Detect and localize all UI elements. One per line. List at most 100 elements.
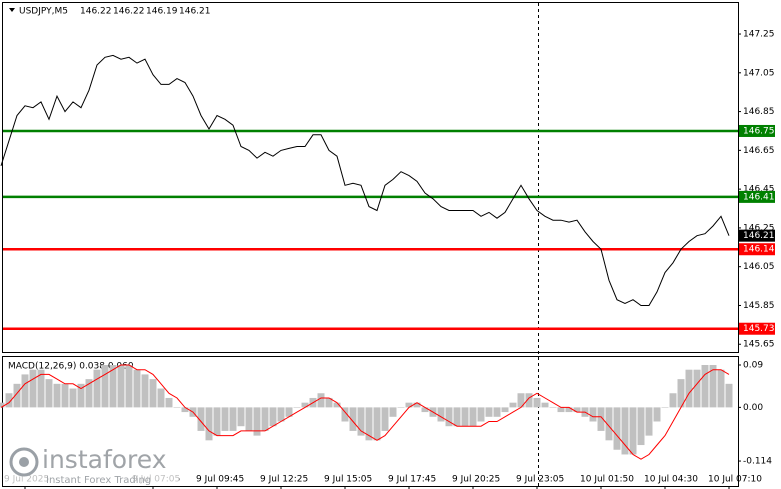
macd-title: MACD(12,26,9) 0.038 0.060: [8, 362, 134, 372]
macd-panel-frame: [2, 356, 739, 487]
level-label-box: [739, 190, 775, 203]
macd-bar: [149, 379, 157, 408]
macd-bar: [397, 407, 405, 408]
macd-bar: [221, 407, 229, 431]
macd-bar: [141, 374, 149, 408]
macd-bar: [325, 397, 333, 408]
macd-bar: [101, 365, 109, 408]
macd-bar: [413, 402, 421, 408]
macd-bar: [629, 407, 637, 455]
macd-bar: [333, 402, 341, 408]
macd-bar: [245, 407, 253, 431]
y-tick-label: 145.65: [743, 340, 775, 350]
x-tick-label: 10 Jul 01:50: [580, 475, 634, 485]
macd-bar: [485, 407, 493, 417]
macd-bar: [445, 407, 453, 427]
macd-bar: [645, 407, 653, 436]
macd-bar: [405, 402, 413, 408]
macd-bar: [477, 407, 485, 422]
macd-bar: [253, 407, 261, 436]
macd-bar: [109, 365, 117, 408]
macd-bar: [261, 407, 269, 431]
macd-bar: [469, 407, 477, 427]
macd-bar: [85, 379, 93, 408]
macd-bar: [165, 397, 173, 408]
macd-bar: [285, 407, 293, 417]
y-tick-label: 147.25: [743, 30, 775, 40]
macd-bar: [37, 369, 45, 408]
current-price-label: 146.21: [743, 231, 775, 241]
watermark-bg: [3, 443, 179, 485]
macd-bar: [557, 407, 565, 413]
macd-bar: [501, 407, 509, 413]
macd-bar: [365, 407, 373, 441]
symbol-arrow: [9, 8, 15, 12]
macd-bar: [381, 407, 389, 431]
macd-bar: [93, 369, 101, 408]
y-tick-label: 147.05: [743, 68, 775, 78]
macd-bar: [357, 407, 365, 436]
ohlc-value: 146.21: [179, 7, 211, 17]
macd-bar: [613, 407, 621, 450]
x-tick-label: 9 Jul 23:05: [516, 475, 564, 485]
macd-bar: [717, 369, 725, 408]
macd-bar: [197, 407, 205, 431]
x-tick-label: 9 Jul 09:45: [196, 475, 244, 485]
macd-bar: [653, 407, 661, 422]
macd-bar: [301, 402, 309, 408]
macd-bar: [341, 407, 349, 422]
level-label-box: [739, 243, 775, 256]
macd-bar: [677, 379, 685, 408]
macd-bar: [453, 407, 461, 427]
macd-bar: [69, 388, 77, 408]
macd-bar: [173, 407, 181, 408]
y-tick-label: -0.114: [743, 457, 772, 467]
y-tick-label: 145.85: [743, 301, 775, 311]
macd-bar: [293, 407, 301, 408]
macd-bar: [565, 407, 573, 413]
macd-bar: [533, 397, 541, 408]
macd-bar: [277, 407, 285, 422]
macd-bar: [693, 369, 701, 408]
level-label: 146.75: [743, 126, 775, 136]
ohlc-value: 146.22: [113, 7, 145, 17]
macd-bar: [181, 407, 189, 413]
macd-bar: [269, 407, 277, 427]
y-tick-label: 146.45: [743, 185, 775, 195]
x-tick-label: 10 Jul 04:30: [644, 475, 698, 485]
macd-bar: [21, 374, 29, 408]
brand: instaforex: [42, 445, 167, 474]
y-tick-label: 146.65: [743, 146, 775, 156]
level-label: 146.14: [743, 245, 775, 255]
macd-bar: [157, 388, 165, 408]
main-panel: 146.22 146.22 146.19 146.21147.25147.05146.…: [0, 7, 775, 350]
watermark: instaforex Instant Forex Trading: [3, 443, 179, 486]
macd-bar: [661, 407, 669, 408]
logo-ring: [9, 447, 39, 477]
macd-bar: [605, 407, 613, 441]
y-tick-label: 0.00: [743, 403, 763, 413]
x-tick-label: 9 Jul 15:05: [324, 475, 372, 485]
macd-bar: [493, 407, 501, 417]
macd-bar: [589, 407, 597, 422]
macd-bar: [525, 393, 533, 408]
macd-bar: [213, 407, 221, 436]
macd-bar: [205, 407, 213, 441]
macd-bar: [517, 393, 525, 408]
level-label-box: [739, 322, 775, 335]
macd-bar: [117, 365, 125, 408]
logo-dot: [19, 457, 29, 467]
macd-bar: [573, 407, 581, 413]
macd-bar: [317, 393, 325, 408]
macd-bar: [77, 383, 85, 408]
macd-bar: [237, 407, 245, 427]
macd-bar: [669, 393, 677, 408]
ohlc-value: 146.22: [80, 7, 112, 17]
macd-panel: 0.09 0.00 -0.114: [0, 361, 772, 467]
tagline: Instant Forex Trading: [46, 475, 151, 486]
main-panel-frame: [2, 2, 739, 353]
macd-bar: [29, 369, 37, 408]
macd-bar: [725, 383, 733, 408]
macd-bar: [597, 407, 605, 431]
